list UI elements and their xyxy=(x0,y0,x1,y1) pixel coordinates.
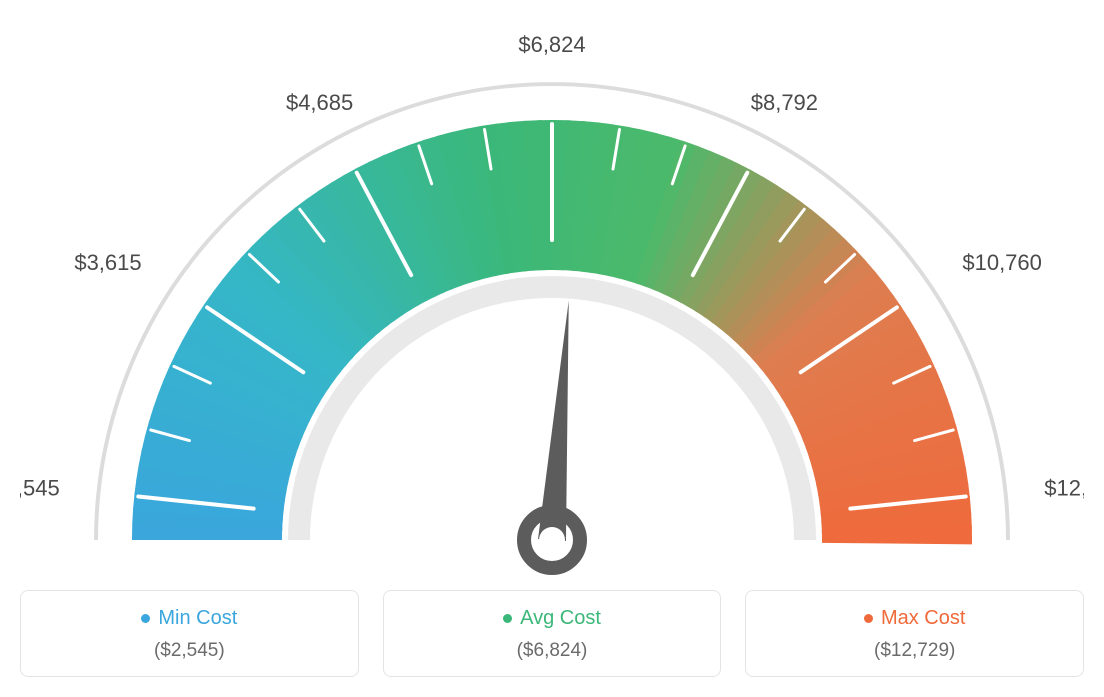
gauge-svg: $2,545 $3,615 $4,685 $6,824 $8,792 $10,760 $12… xyxy=(20,20,1084,580)
dot-max xyxy=(864,614,873,623)
dot-avg xyxy=(503,614,512,623)
svg-text:$4,685: $4,685 xyxy=(286,90,353,115)
dot-min xyxy=(141,614,150,623)
legend-value-max: ($12,729) xyxy=(746,640,1083,662)
legend-label-avg: Avg Cost xyxy=(520,607,601,630)
legend-label-min: Min Cost xyxy=(158,607,237,630)
svg-text:$12,729: $12,729 xyxy=(1044,475,1084,500)
legend-value-avg: ($6,824) xyxy=(384,640,721,662)
legend-label-max: Max Cost xyxy=(881,607,965,630)
svg-text:$8,792: $8,792 xyxy=(751,90,818,115)
legend-title-min: Min Cost xyxy=(141,607,237,630)
legend-title-max: Max Cost xyxy=(864,607,965,630)
svg-text:$2,545: $2,545 xyxy=(20,475,60,500)
svg-text:$3,615: $3,615 xyxy=(74,250,141,275)
legend-card-avg: Avg Cost ($6,824) xyxy=(383,590,722,677)
cost-gauge-widget: $2,545 $3,615 $4,685 $6,824 $8,792 $10,760 $12… xyxy=(20,20,1084,677)
svg-text:$6,824: $6,824 xyxy=(518,32,585,57)
legend-card-max: Max Cost ($12,729) xyxy=(745,590,1084,677)
legend-row: Min Cost ($2,545) Avg Cost ($6,824) Max … xyxy=(20,590,1084,677)
svg-text:$10,760: $10,760 xyxy=(962,250,1042,275)
gauge-chart: $2,545 $3,615 $4,685 $6,824 $8,792 $10,760 $12… xyxy=(20,20,1084,580)
legend-card-min: Min Cost ($2,545) xyxy=(20,590,359,677)
legend-value-min: ($2,545) xyxy=(21,640,358,662)
legend-title-avg: Avg Cost xyxy=(503,607,601,630)
